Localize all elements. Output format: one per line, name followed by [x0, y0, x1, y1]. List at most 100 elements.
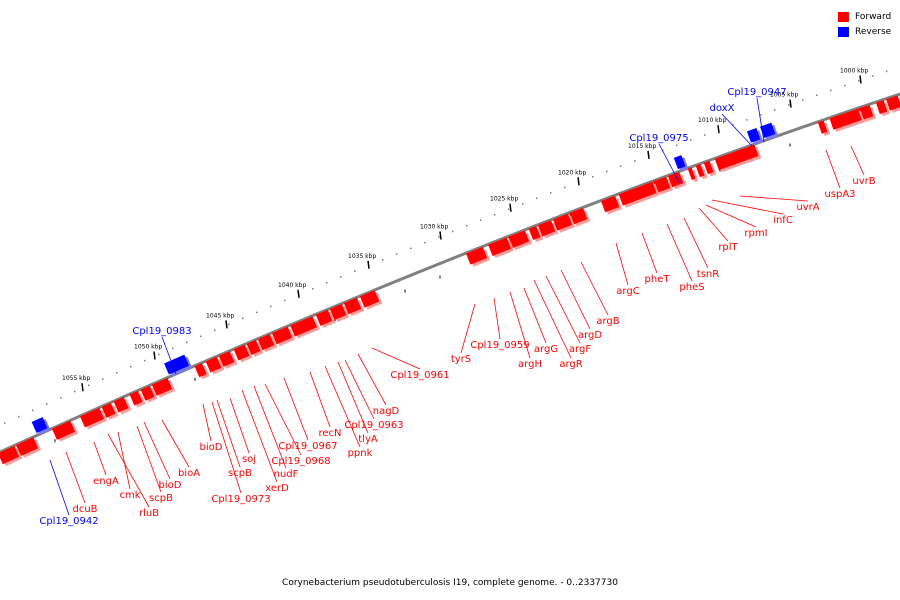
reverse-gene[interactable] — [673, 154, 689, 172]
gene-label[interactable]: rpmI — [744, 228, 767, 239]
gene-label[interactable]: doxX — [710, 103, 735, 114]
forward-gene[interactable] — [875, 99, 891, 117]
forward-gene[interactable] — [568, 207, 591, 227]
gene-label[interactable]: xerD — [265, 483, 289, 494]
forward-gene[interactable] — [359, 290, 383, 311]
gene-label[interactable]: argG — [534, 344, 558, 355]
gene-label[interactable]: Cpl19_0961 — [390, 370, 449, 381]
reverse-gene[interactable] — [760, 122, 779, 141]
forward-gene[interactable] — [466, 246, 491, 267]
ruler-dot — [32, 409, 34, 412]
forward-gene[interactable] — [653, 176, 674, 196]
gene-label[interactable]: Cpl19_0967 — [278, 441, 337, 452]
gene-label[interactable]: uvrA — [796, 202, 819, 213]
gene-label[interactable]: Cpl19_0973 — [211, 494, 270, 505]
forward-gene[interactable] — [151, 377, 176, 398]
gene-label[interactable]: argD — [578, 330, 602, 341]
ruler-dot — [228, 323, 230, 326]
ruler-tick — [225, 320, 228, 329]
gene-leader-line — [117, 431, 131, 490]
gene-leader-line — [253, 385, 287, 469]
ruler-dot — [102, 378, 104, 380]
gene-label[interactable]: argB — [596, 316, 619, 327]
gene-label[interactable]: tlyA — [358, 434, 378, 445]
gene-label[interactable]: Cpl19_0983 — [132, 326, 191, 337]
gene-label[interactable]: tyrS — [451, 354, 471, 365]
forward-gene[interactable] — [488, 237, 515, 259]
forward-gene[interactable] — [601, 195, 623, 215]
forward-gene[interactable] — [140, 385, 158, 404]
reverse-gene[interactable] — [31, 416, 51, 435]
gene-label[interactable]: ppnk — [348, 448, 373, 459]
forward-gene[interactable] — [714, 144, 762, 173]
gene-label[interactable]: rluB — [139, 508, 159, 519]
forward-gene[interactable] — [101, 402, 119, 421]
gene-label[interactable]: pheT — [645, 274, 671, 285]
gene-label[interactable]: scpB — [149, 493, 173, 504]
gene-label[interactable]: bioD — [159, 480, 182, 491]
forward-gene[interactable] — [537, 219, 559, 239]
gene-label[interactable]: Cpl19_0975 — [629, 133, 688, 144]
gene-label[interactable]: Cpl19_0963 — [344, 420, 403, 431]
gene-label[interactable]: nudF — [274, 469, 299, 480]
ruler-dot — [522, 202, 524, 205]
forward-gene[interactable] — [233, 344, 253, 363]
forward-gene[interactable] — [257, 333, 278, 353]
forward-gene[interactable] — [553, 213, 576, 233]
gene-label[interactable]: bioD — [200, 442, 223, 453]
forward-gene[interactable] — [0, 445, 23, 467]
gene-label[interactable]: uspA3 — [824, 189, 855, 200]
ruler-dot — [564, 186, 566, 189]
forward-gene[interactable] — [315, 309, 336, 329]
gene-label[interactable]: nagD — [373, 406, 400, 417]
gene-label[interactable]: Cpl19_0942 — [39, 516, 98, 527]
reverse-gene[interactable] — [746, 127, 764, 145]
forward-gene[interactable] — [528, 225, 544, 243]
gene-label[interactable]: dcuB — [72, 504, 97, 515]
ruler-dot — [130, 365, 132, 368]
forward-gene[interactable] — [829, 108, 865, 133]
forward-gene[interactable] — [290, 315, 321, 339]
gene-label[interactable]: scpB — [228, 468, 252, 479]
gene-label[interactable]: Cpl19_0968 — [271, 456, 330, 467]
gene-label[interactable]: rplT — [718, 242, 738, 253]
gene-label[interactable]: cmk — [119, 490, 140, 501]
forward-gene[interactable] — [194, 362, 210, 380]
forward-gene[interactable] — [218, 350, 238, 369]
forward-gene[interactable] — [695, 163, 708, 180]
forward-gene[interactable] — [205, 356, 225, 375]
forward-gene[interactable] — [703, 160, 717, 177]
gene-label[interactable]: recN — [318, 428, 341, 439]
forward-gene[interactable] — [817, 120, 831, 137]
gene-label[interactable]: tsnR — [697, 269, 719, 280]
forward-gene[interactable] — [80, 407, 108, 430]
gene-label[interactable]: argH — [518, 359, 542, 370]
forward-gene[interactable] — [508, 230, 533, 251]
gene-label[interactable]: infC — [773, 215, 793, 226]
forward-gene[interactable] — [687, 167, 699, 183]
gene-label[interactable]: Cpl19_0959 — [470, 340, 529, 351]
forward-gene[interactable] — [129, 390, 146, 408]
forward-gene[interactable] — [246, 339, 264, 357]
forward-gene[interactable] — [271, 326, 296, 347]
ruler-dot — [438, 236, 440, 238]
gene-label[interactable]: uvrB — [852, 176, 875, 187]
gene-label[interactable]: engA — [93, 476, 119, 487]
forward-gene[interactable] — [886, 95, 900, 114]
forward-gene[interactable] — [343, 297, 365, 317]
gene-label[interactable]: argC — [616, 286, 639, 297]
forward-gene[interactable] — [52, 420, 79, 443]
gene-label[interactable]: bioA — [178, 468, 200, 479]
forward-gene[interactable] — [329, 303, 350, 323]
gene-label[interactable]: pheS — [679, 282, 704, 293]
gene-label[interactable]: Cpl19_0947 — [727, 87, 786, 98]
gene-box — [0, 445, 20, 465]
gene-box — [271, 326, 293, 345]
forward-gene[interactable] — [618, 181, 660, 208]
gene-label[interactable]: argF — [569, 344, 591, 355]
gene-label[interactable]: soj — [242, 454, 256, 465]
gene-label[interactable]: argR — [559, 359, 582, 370]
forward-gene[interactable] — [113, 396, 132, 415]
forward-gene[interactable] — [15, 436, 42, 458]
reverse-gene[interactable] — [164, 354, 193, 377]
